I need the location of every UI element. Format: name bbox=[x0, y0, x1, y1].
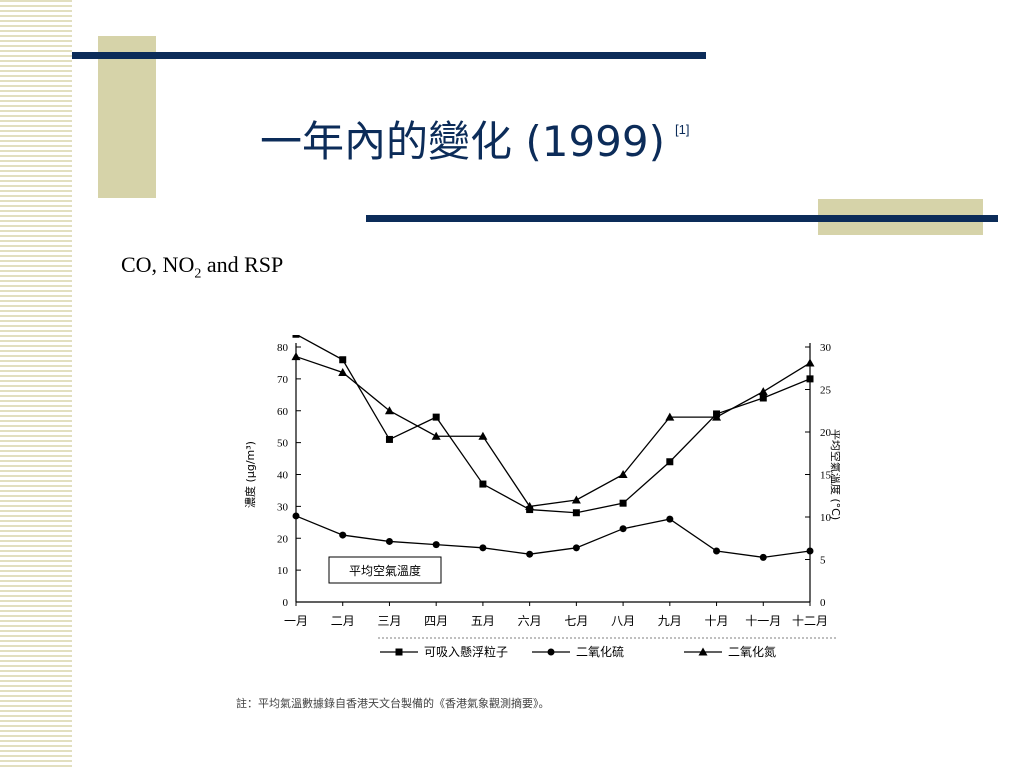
y-tick-label-right: 0 bbox=[820, 597, 826, 609]
decorative-navy-bar-middle bbox=[366, 215, 998, 222]
y-tick-label-right: 5 bbox=[820, 555, 826, 567]
series-3-point bbox=[431, 431, 441, 440]
series-3-point bbox=[665, 412, 675, 421]
series-line-1 bbox=[296, 335, 811, 514]
y-tick-label-right: 10 bbox=[820, 512, 832, 524]
series-1-point bbox=[385, 435, 393, 443]
series-3-point bbox=[805, 358, 815, 367]
series-2-point bbox=[666, 515, 674, 523]
series-1-point bbox=[666, 458, 674, 466]
series-1-point bbox=[339, 356, 347, 364]
subtitle-tail: and RSP bbox=[201, 252, 284, 277]
x-tick-label: 八月 bbox=[611, 614, 635, 628]
series-2-point bbox=[713, 547, 721, 555]
series-2-point bbox=[385, 537, 393, 545]
y-tick-label-left: 60 bbox=[277, 406, 289, 418]
series-2-point bbox=[572, 544, 580, 552]
series-2-point bbox=[339, 531, 347, 539]
y-tick-label-left: 70 bbox=[277, 374, 289, 386]
slide-subtitle: CO, NO2 and RSP bbox=[121, 252, 283, 282]
series-3-point bbox=[338, 368, 348, 376]
series-3-point bbox=[478, 431, 488, 440]
series-2-point bbox=[479, 544, 487, 552]
series-1-point bbox=[806, 375, 814, 383]
legend-marker-3 bbox=[698, 647, 708, 656]
slide-title: 一年內的變化 (1999) [1] bbox=[260, 95, 690, 166]
y-tick-label-left: 0 bbox=[283, 597, 289, 609]
subtitle-subscript: 2 bbox=[194, 266, 202, 282]
y-tick-label-right: 25 bbox=[820, 385, 832, 397]
slide-title-text: 一年內的變化 (1999) bbox=[260, 117, 666, 166]
chart-footnote: 註：平均氣溫數據錄自香港天文台製備的《香港氣象觀測摘要》。 bbox=[236, 697, 550, 710]
series-2-point bbox=[526, 550, 534, 558]
x-tick-label: 十月 bbox=[705, 614, 729, 628]
series-2-point bbox=[292, 512, 300, 520]
line-chart: 0 10 20 30 40 50 60 70 80 0 5 10 15 20 25 30 一月 二月 三月 四月 五月 六… bbox=[243, 335, 840, 659]
y-tick-label-right: 20 bbox=[820, 427, 832, 439]
y-tick-label-left: 80 bbox=[277, 342, 289, 354]
legend-label-1: 可吸入懸浮粒子 bbox=[424, 644, 508, 659]
y-tick-label-left: 40 bbox=[277, 470, 289, 482]
y-axis-label-right: 平均空氣溫度 (°C) bbox=[829, 429, 840, 520]
series-3-point bbox=[525, 501, 535, 510]
y-axis-label-left: 濃度 (μg/m³) bbox=[243, 441, 257, 508]
series-line-2 bbox=[295, 515, 811, 559]
y-tick-label-right: 30 bbox=[820, 342, 832, 354]
series-1-point bbox=[292, 335, 300, 338]
x-tick-label: 九月 bbox=[658, 614, 682, 628]
x-tick-label: 七月 bbox=[564, 614, 588, 628]
x-tick-label: 十二月 bbox=[792, 614, 828, 628]
x-tick-label: 五月 bbox=[471, 614, 495, 628]
legend-marker-2 bbox=[547, 648, 555, 656]
x-tick-label: 一月 bbox=[284, 614, 308, 628]
series-1-point bbox=[572, 509, 580, 517]
annotation-text: 平均空氣溫度 bbox=[349, 563, 421, 578]
x-tick-label: 四月 bbox=[424, 614, 448, 628]
series-2-point bbox=[619, 525, 627, 533]
decorative-stripe-band bbox=[0, 0, 72, 768]
x-tick-label: 六月 bbox=[518, 614, 542, 628]
series-3-point bbox=[618, 470, 628, 478]
series-3-point bbox=[291, 352, 301, 361]
decorative-tan-block bbox=[98, 36, 156, 198]
series-line-3 bbox=[295, 355, 811, 508]
series-1-point bbox=[432, 413, 440, 421]
series-3-point bbox=[571, 495, 581, 504]
y-tick-label-right: 15 bbox=[820, 470, 832, 482]
series-1-point bbox=[619, 499, 627, 507]
decorative-navy-bar-top bbox=[72, 52, 706, 59]
series-2-point bbox=[806, 547, 814, 555]
y-tick-label-left: 30 bbox=[277, 501, 289, 513]
legend-marker-1 bbox=[395, 648, 403, 656]
series-2-point bbox=[432, 541, 440, 549]
x-tick-label: 二月 bbox=[331, 614, 355, 628]
series-1-point bbox=[759, 394, 767, 402]
y-tick-label-left: 10 bbox=[277, 565, 289, 577]
series-2-point bbox=[759, 553, 767, 561]
slide-reference: [1] bbox=[675, 122, 690, 137]
legend-label-3: 二氧化氮 bbox=[728, 644, 776, 659]
x-tick-label: 三月 bbox=[377, 614, 401, 628]
series-1-point bbox=[479, 480, 487, 488]
series-3-point bbox=[384, 406, 394, 415]
series-3-point bbox=[712, 412, 722, 421]
y-tick-label-left: 20 bbox=[277, 533, 289, 545]
series-3-point bbox=[758, 387, 768, 396]
subtitle-main: CO, NO bbox=[121, 252, 195, 277]
y-tick-label-left: 50 bbox=[277, 438, 289, 450]
x-tick-label: 十一月 bbox=[745, 614, 781, 628]
annotation-box bbox=[328, 556, 442, 584]
legend-label-2: 二氧化硫 bbox=[576, 644, 624, 659]
